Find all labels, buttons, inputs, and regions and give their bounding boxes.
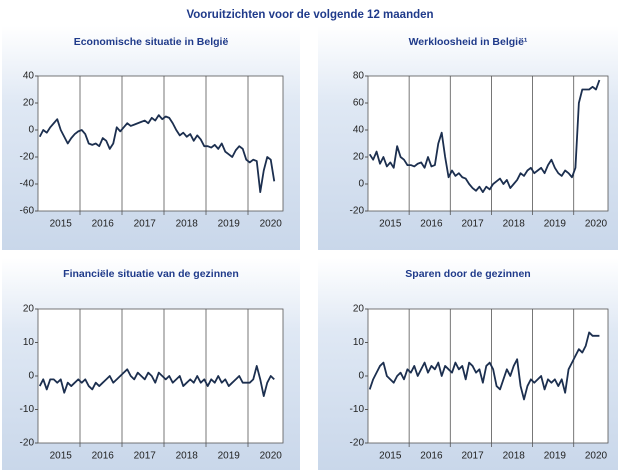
x-tick-label: 2020 bbox=[260, 219, 283, 230]
x-tick-label: 2017 bbox=[461, 219, 484, 230]
data-line bbox=[38, 365, 275, 397]
plot-area bbox=[37, 308, 284, 444]
panel-title: Economische situatie in België bbox=[74, 36, 229, 48]
x-tick-label: 2015 bbox=[50, 219, 73, 230]
y-tick-label: 20 bbox=[23, 98, 35, 109]
y-tick-label: 0 bbox=[358, 179, 364, 190]
y-tick-label: 40 bbox=[23, 71, 35, 82]
y-tick-label: 60 bbox=[353, 98, 365, 109]
y-tick-label: -20 bbox=[20, 152, 35, 163]
y-tick-label: 10 bbox=[353, 337, 365, 348]
y-tick-label: -20 bbox=[350, 206, 365, 217]
y-tick-label: 0 bbox=[358, 371, 364, 382]
data-line bbox=[368, 331, 600, 401]
x-tick-label: 2020 bbox=[585, 451, 608, 462]
x-tick-label: 2020 bbox=[585, 219, 608, 230]
x-tick-label: 2016 bbox=[92, 219, 115, 230]
x-tick-label: 2019 bbox=[544, 219, 567, 230]
x-tick-label: 2015 bbox=[379, 451, 402, 462]
plot-area bbox=[367, 75, 609, 212]
data-line bbox=[368, 79, 601, 193]
y-tick-label: -10 bbox=[20, 404, 35, 415]
y-tick-label: -20 bbox=[350, 438, 365, 449]
x-tick-label: 2016 bbox=[420, 451, 443, 462]
panel-title: Financiële situatie van de gezinnen bbox=[63, 268, 239, 280]
panel-title: Werkloosheid in België¹ bbox=[409, 36, 528, 48]
y-tick-label: 20 bbox=[353, 152, 365, 163]
x-tick-label: 2015 bbox=[379, 219, 402, 230]
x-tick-label: 2016 bbox=[420, 219, 443, 230]
data-line bbox=[38, 114, 276, 193]
plot-area bbox=[367, 308, 609, 444]
x-tick-label: 2019 bbox=[218, 451, 241, 462]
x-tick-label: 2017 bbox=[461, 451, 484, 462]
x-tick-label: 2019 bbox=[544, 451, 567, 462]
x-tick-label: 2015 bbox=[50, 451, 73, 462]
y-tick-label: 0 bbox=[28, 371, 34, 382]
y-tick-label: -40 bbox=[20, 179, 35, 190]
main-title: Vooruitzichten voor de volgende 12 maand… bbox=[186, 9, 433, 21]
x-tick-label: 2016 bbox=[92, 451, 115, 462]
panel-title: Sparen door de gezinnen bbox=[405, 268, 530, 280]
y-tick-label: 40 bbox=[353, 125, 365, 136]
plot-area bbox=[37, 75, 284, 212]
x-tick-label: 2018 bbox=[503, 219, 526, 230]
x-tick-label: 2018 bbox=[503, 451, 526, 462]
x-tick-label: 2018 bbox=[176, 219, 199, 230]
x-tick-label: 2019 bbox=[218, 219, 241, 230]
x-tick-label: 2018 bbox=[176, 451, 199, 462]
y-tick-label: -60 bbox=[20, 206, 35, 217]
y-tick-label: -10 bbox=[350, 404, 365, 415]
y-tick-label: 0 bbox=[28, 125, 34, 136]
x-tick-label: 2017 bbox=[134, 451, 157, 462]
y-tick-label: 80 bbox=[353, 71, 365, 82]
x-tick-label: 2020 bbox=[260, 451, 283, 462]
y-tick-label: 10 bbox=[23, 337, 35, 348]
y-tick-label: -20 bbox=[20, 438, 35, 449]
x-tick-label: 2017 bbox=[134, 219, 157, 230]
y-tick-label: 20 bbox=[353, 304, 365, 315]
y-tick-label: 20 bbox=[23, 304, 35, 315]
